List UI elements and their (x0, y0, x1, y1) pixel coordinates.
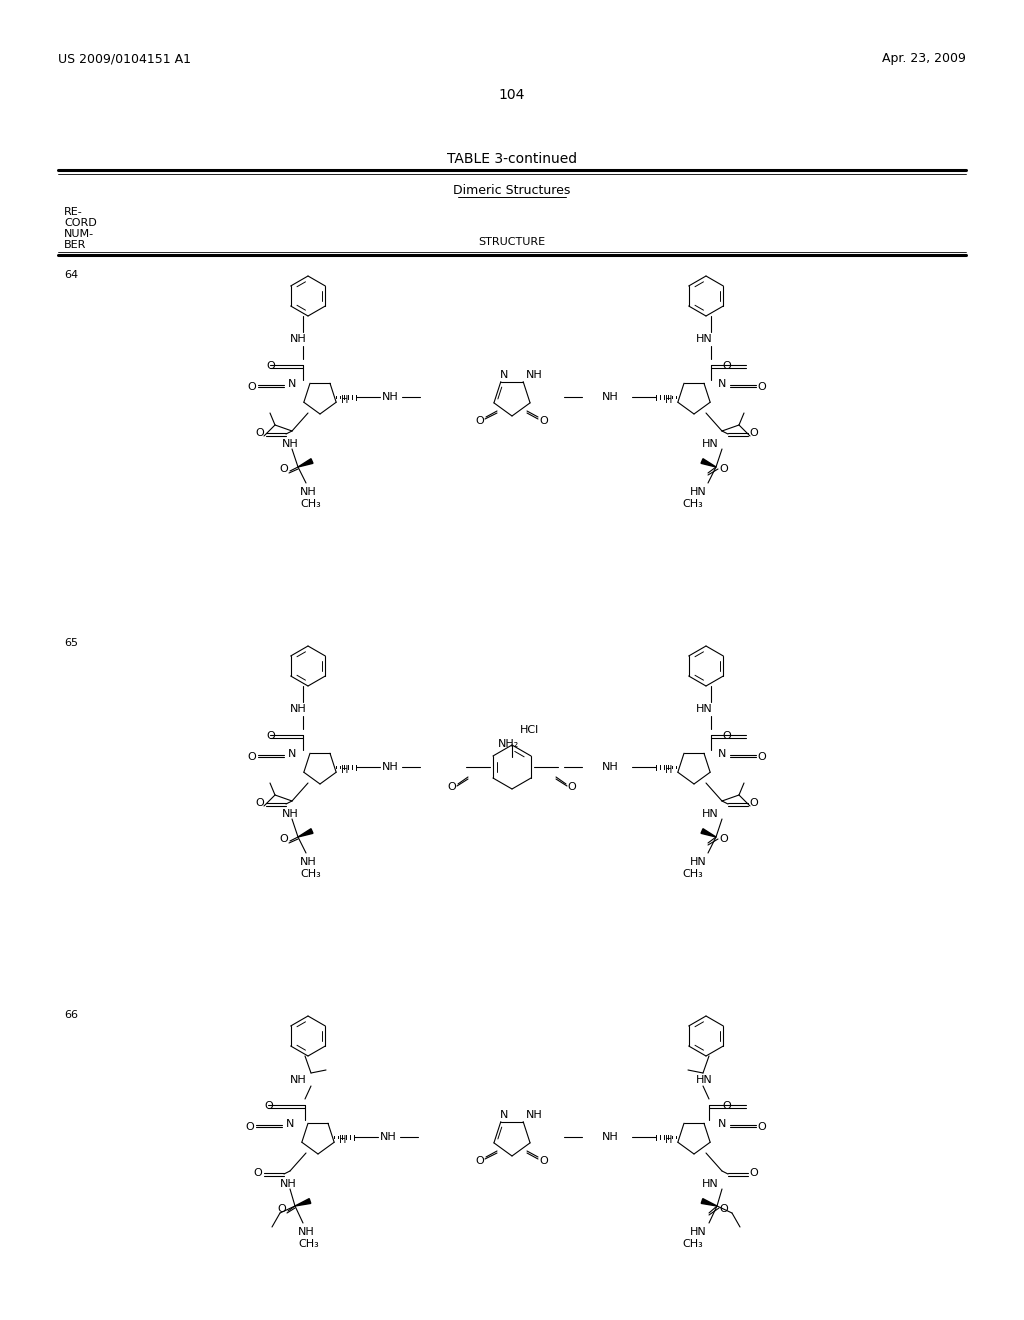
Text: BER: BER (63, 240, 86, 249)
Text: O: O (720, 1204, 728, 1214)
Text: NH: NH (290, 1074, 307, 1085)
Text: NH: NH (282, 809, 299, 818)
Text: HN: HN (696, 334, 713, 345)
Text: O: O (278, 1204, 287, 1214)
Text: NH: NH (526, 370, 543, 380)
Polygon shape (701, 1199, 717, 1206)
Text: O: O (758, 1122, 766, 1133)
Text: 66: 66 (63, 1010, 78, 1020)
Text: N: N (500, 370, 508, 380)
Text: NH: NH (298, 1228, 314, 1237)
Text: O: O (722, 731, 731, 741)
Text: US 2009/0104151 A1: US 2009/0104151 A1 (58, 51, 191, 65)
Polygon shape (298, 459, 313, 467)
Text: NH: NH (602, 762, 618, 772)
Text: CH₃: CH₃ (682, 1239, 702, 1249)
Text: H: H (341, 766, 348, 775)
Text: NH: NH (526, 1110, 543, 1119)
Text: HCl: HCl (520, 725, 540, 735)
Text: HN: HN (690, 1228, 707, 1237)
Polygon shape (701, 829, 716, 837)
Text: N: N (288, 379, 296, 389)
Text: H: H (665, 766, 672, 775)
Text: NH₂: NH₂ (498, 739, 519, 748)
Polygon shape (701, 459, 716, 467)
Text: NH: NH (280, 1179, 297, 1189)
Text: O: O (254, 1168, 262, 1177)
Text: O: O (248, 752, 256, 762)
Text: NH: NH (382, 392, 398, 403)
Text: H: H (339, 1135, 346, 1144)
Text: O: O (750, 1168, 759, 1177)
Text: O: O (475, 1156, 484, 1166)
Text: NH: NH (300, 487, 316, 498)
Text: O: O (758, 381, 766, 392)
Text: HN: HN (702, 1179, 719, 1189)
Text: H: H (665, 1135, 672, 1144)
Text: O: O (720, 834, 728, 843)
Text: HN: HN (702, 809, 719, 818)
Text: N: N (718, 1119, 726, 1129)
Text: O: O (248, 381, 256, 392)
Text: NUM-: NUM- (63, 228, 94, 239)
Text: O: O (540, 1156, 549, 1166)
Text: H: H (341, 395, 348, 405)
Text: CH₃: CH₃ (682, 499, 702, 510)
Text: O: O (722, 1101, 731, 1111)
Text: Dimeric Structures: Dimeric Structures (454, 183, 570, 197)
Polygon shape (295, 1199, 311, 1206)
Text: HN: HN (690, 857, 707, 867)
Text: O: O (722, 360, 731, 371)
Text: O: O (750, 799, 759, 808)
Text: O: O (475, 416, 484, 426)
Text: N: N (500, 1110, 508, 1119)
Text: CH₃: CH₃ (300, 869, 321, 879)
Text: HN: HN (696, 704, 713, 714)
Polygon shape (298, 829, 313, 837)
Text: CH₃: CH₃ (682, 869, 702, 879)
Text: CORD: CORD (63, 218, 96, 228)
Text: CH₃: CH₃ (300, 499, 321, 510)
Text: NH: NH (602, 392, 618, 403)
Text: O: O (266, 360, 274, 371)
Text: O: O (447, 781, 457, 792)
Text: O: O (256, 799, 264, 808)
Text: N: N (718, 379, 726, 389)
Text: NH: NH (380, 1133, 396, 1142)
Text: HN: HN (702, 440, 719, 449)
Text: N: N (288, 748, 296, 759)
Text: O: O (264, 1101, 272, 1111)
Text: CH₃: CH₃ (298, 1239, 318, 1249)
Text: NH: NH (382, 762, 398, 772)
Text: H: H (665, 395, 672, 405)
Text: N: N (286, 1119, 294, 1129)
Text: 104: 104 (499, 88, 525, 102)
Text: NH: NH (290, 704, 307, 714)
Text: O: O (266, 731, 274, 741)
Text: HN: HN (690, 487, 707, 498)
Text: O: O (720, 465, 728, 474)
Text: O: O (540, 416, 549, 426)
Text: O: O (567, 781, 577, 792)
Text: O: O (280, 834, 289, 843)
Text: 65: 65 (63, 638, 78, 648)
Text: NH: NH (282, 440, 299, 449)
Text: HN: HN (696, 1074, 713, 1085)
Text: O: O (758, 752, 766, 762)
Text: Apr. 23, 2009: Apr. 23, 2009 (882, 51, 966, 65)
Text: O: O (750, 428, 759, 438)
Text: 64: 64 (63, 271, 78, 280)
Text: O: O (280, 465, 289, 474)
Text: NH: NH (290, 334, 307, 345)
Text: NH: NH (602, 1133, 618, 1142)
Text: TABLE 3-continued: TABLE 3-continued (446, 152, 578, 166)
Text: RE-: RE- (63, 207, 83, 216)
Text: NH: NH (300, 857, 316, 867)
Text: N: N (718, 748, 726, 759)
Text: STRUCTURE: STRUCTURE (478, 238, 546, 247)
Text: O: O (256, 428, 264, 438)
Text: O: O (246, 1122, 254, 1133)
